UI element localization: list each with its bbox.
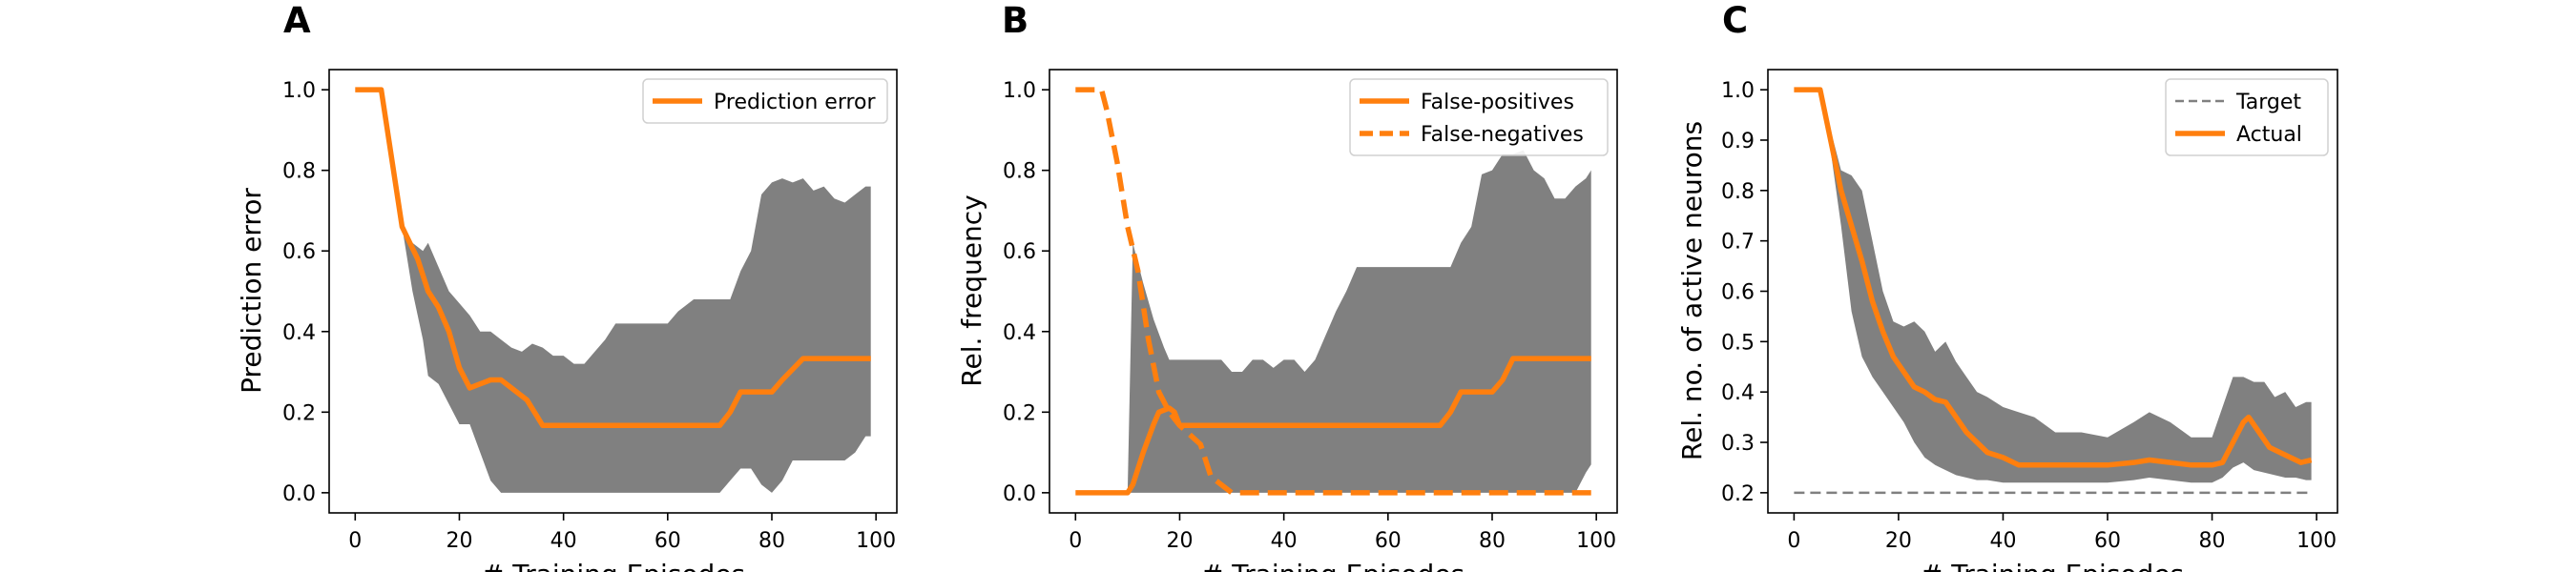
panel-c: C 0 20 40 60 80 100 0.2 0.3 0.4 0.5 0.6 0.7 0.8 0.9 1… xyxy=(1676,0,2338,572)
series-line-1 xyxy=(1075,356,1591,496)
x-tick-label: 40 xyxy=(1989,529,2016,553)
y-axis-label: Rel. frequency xyxy=(956,194,987,386)
x-tick-label: 60 xyxy=(654,529,681,553)
uncertainty-band-group xyxy=(1075,150,1591,493)
x-tick-label: 100 xyxy=(1576,529,1616,553)
x-tick-label: 20 xyxy=(1166,529,1193,553)
x-tick-label: 60 xyxy=(1375,529,1402,553)
legend-box xyxy=(2165,78,2329,156)
y-tick-label: 0.5 xyxy=(1721,331,1755,355)
y-tick-label: 0.3 xyxy=(1721,432,1755,456)
x-tick-label: 40 xyxy=(551,529,577,553)
y-tick-label: 0.0 xyxy=(282,482,316,506)
x-tick-label: 40 xyxy=(1271,529,1298,553)
panel-letter: B xyxy=(1002,0,1028,41)
panel-letter: C xyxy=(1722,0,1748,41)
y-tick-label: 0.4 xyxy=(1721,381,1755,405)
y-tick-label: 1.0 xyxy=(1003,79,1036,103)
legend: False-positives False-negatives xyxy=(1349,78,1609,156)
y-tick-label: 0.4 xyxy=(282,321,316,345)
x-axis-label: # Training Episodes xyxy=(482,559,745,572)
legend-label: Prediction error xyxy=(714,91,876,114)
y-axis-label: Prediction error xyxy=(236,188,267,394)
legend-box xyxy=(642,78,888,124)
panel-b: B 0 20 40 60 80 100 0.0 0.2 0.4 0.6 0.8 1.0 Rel. f… xyxy=(956,0,1618,572)
legend-label: False-negatives xyxy=(1421,123,1584,147)
y-tick-label: 0.6 xyxy=(282,240,316,264)
x-tick-label: 80 xyxy=(2199,529,2226,553)
legend: Prediction error xyxy=(642,78,888,124)
legend-label: Actual xyxy=(2236,123,2302,147)
uncertainty-band-group xyxy=(1794,90,2312,483)
y-tick-label: 0.4 xyxy=(1003,321,1036,345)
x-axis-label: # Training Episodes xyxy=(1201,559,1465,572)
y-tick-label: 0.7 xyxy=(1721,231,1755,255)
uncertainty-band-group xyxy=(355,90,871,493)
y-axis-ticks: 0.0 0.2 0.4 0.6 0.8 1.0 xyxy=(282,79,329,506)
y-tick-label: 1.0 xyxy=(1721,79,1755,103)
panel-a: A 0 20 40 60 80 100 0.0 0.2 0.4 0.6 0.8 1.0 Predic… xyxy=(236,0,898,572)
x-tick-label: 0 xyxy=(1787,529,1800,553)
y-tick-label: 0.0 xyxy=(1003,482,1036,506)
series-group xyxy=(355,87,871,429)
series-line-2 xyxy=(1075,87,1591,496)
y-tick-label: 0.8 xyxy=(1003,160,1036,184)
x-tick-label: 100 xyxy=(2296,529,2337,553)
x-axis-label: # Training Episodes xyxy=(1921,559,2184,572)
x-tick-label: 20 xyxy=(446,529,472,553)
x-tick-label: 60 xyxy=(2094,529,2121,553)
uncertainty-band xyxy=(1794,90,2312,483)
x-axis-ticks: 0 20 40 60 80 100 xyxy=(348,513,896,553)
series-group xyxy=(1075,87,1591,496)
y-tick-label: 0.6 xyxy=(1003,240,1036,264)
y-tick-label: 0.2 xyxy=(1003,401,1036,425)
uncertainty-band xyxy=(355,90,871,493)
legend: Target Actual xyxy=(2165,78,2329,156)
y-axis-ticks: 0.0 0.2 0.4 0.6 0.8 1.0 xyxy=(1003,79,1049,506)
x-tick-label: 80 xyxy=(758,529,785,553)
axes-frame xyxy=(1049,69,1618,514)
uncertainty-band xyxy=(1075,150,1591,493)
legend-box xyxy=(1349,78,1609,156)
series-line-2 xyxy=(1794,87,2313,468)
y-tick-label: 0.2 xyxy=(282,401,316,425)
series-group xyxy=(1794,87,2313,495)
axes-frame xyxy=(328,69,898,514)
y-tick-label: 0.2 xyxy=(1721,482,1755,506)
y-tick-label: 0.8 xyxy=(1721,180,1755,204)
x-tick-label: 20 xyxy=(1885,529,1912,553)
legend-label: Target xyxy=(2235,91,2301,114)
y-axis-label: Rel. no. of active neurons xyxy=(1676,121,1708,460)
y-axis-ticks: 0.2 0.3 0.4 0.5 0.6 0.7 0.8 0.9 1.0 xyxy=(1721,79,1768,506)
x-axis-ticks: 0 20 40 60 80 100 xyxy=(1787,513,2337,553)
x-tick-label: 80 xyxy=(1479,529,1506,553)
x-axis-ticks: 0 20 40 60 80 100 xyxy=(1069,513,1616,553)
y-tick-label: 1.0 xyxy=(282,79,316,103)
x-tick-label: 0 xyxy=(348,529,362,553)
panel-letter: A xyxy=(283,0,311,41)
legend-label: False-positives xyxy=(1421,91,1574,114)
x-tick-label: 0 xyxy=(1069,529,1082,553)
y-tick-label: 0.9 xyxy=(1721,130,1755,153)
x-tick-label: 100 xyxy=(856,529,896,553)
series-line-1 xyxy=(355,87,871,429)
y-tick-label: 0.6 xyxy=(1721,281,1755,305)
y-tick-label: 0.8 xyxy=(282,160,316,184)
